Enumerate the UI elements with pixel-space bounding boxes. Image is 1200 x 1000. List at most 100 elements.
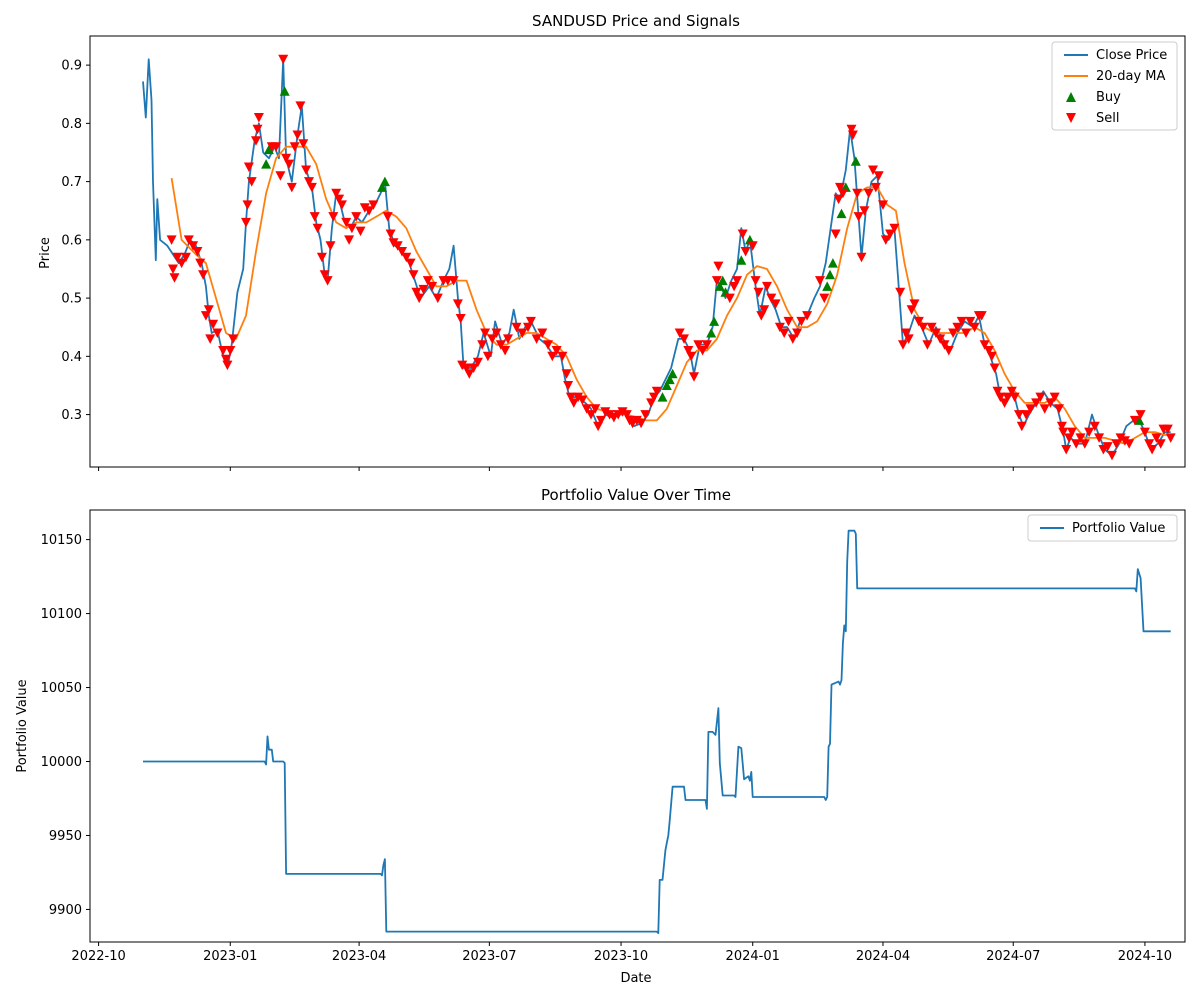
sell-signal-marker [1135,410,1146,420]
sell-signal-marker [711,276,722,286]
sell-signal-marker [1111,439,1122,449]
sell-signal-marker [586,410,596,420]
sell-signal-marker [600,407,611,417]
y-tick-label: 0.9 [61,59,82,74]
sell-signal-marker [243,162,254,172]
sell-signal-marker [1039,404,1050,414]
legend-ma-label: 20-day MA [1096,69,1165,84]
sell-signal-marker [495,340,506,350]
sell-signal-marker [674,328,685,338]
sell-signal-marker [1084,427,1095,438]
sell-signal-marker [750,276,761,286]
buy-signal-marker [717,275,728,286]
sell-signal-marker [537,328,548,338]
buy-signal-marker [714,281,725,291]
sell-signal-marker [359,203,370,213]
sell-signal-marker [176,258,187,269]
sell-signal-marker [766,293,777,304]
sell-signal-marker [870,182,881,193]
sell-signal-marker [322,276,333,286]
sell-signal-marker [477,340,488,350]
sell-signal-marker [631,415,642,426]
x-tick-label: 2023-04 [332,949,386,964]
sell-signal-marker [918,322,929,333]
sell-signal-marker [464,369,475,379]
sell-signal-marker [747,241,758,251]
x-tick-label: 2024-04 [856,949,910,964]
sell-signal-marker [341,217,352,228]
sell-signal-marker [422,276,433,286]
sell-signal-marker [796,316,807,327]
sell-signal-marker [1021,410,1032,420]
sell-signal-marker [547,351,558,362]
y-tick-label: 0.5 [61,292,82,307]
sell-signal-marker [292,130,303,140]
sell-signal-marker [898,340,908,350]
portfolio-legend-frame [1027,514,1178,542]
buy-signal-marker [709,316,720,326]
sell-signal-marker [979,340,990,350]
sell-signal-marker [568,398,579,408]
sell-signal-marker [225,346,236,356]
sell-signal-marker [577,395,588,405]
date-x-axis-label: Date [620,971,651,986]
portfolio-chart-marks [143,529,1171,934]
sell-signal-marker [408,270,419,280]
sell-signal-marker [909,299,920,309]
sell-signal-marker [1058,427,1069,438]
sell-signal-marker [895,287,906,298]
sell-signal-marker [304,177,314,187]
sell-signal-marker [732,276,742,286]
sell-signal-marker [334,194,345,205]
20-day-ma-line [170,145,1171,445]
sell-signal-marker [457,360,468,371]
sell-signal-marker [351,212,362,222]
x-tick-label: 2024-10 [1118,949,1172,964]
sell-signal-marker [1014,410,1024,420]
sell-signal-marker [275,171,286,181]
buy-signal-marker [664,374,675,385]
sell-signal-marker [1094,433,1105,443]
sell-signal-marker [1061,445,1072,455]
sell-signal-marker [364,206,375,216]
buy-signal-marker [279,86,290,96]
sell-signal-marker [878,200,888,210]
legend-sell-label: Sell [1096,111,1119,126]
sell-signal-marker [253,113,264,123]
sell-signal-marker [242,200,253,210]
sell-signal-marker [922,340,933,350]
legend-close-price-label: Close Price [1096,48,1167,63]
x-tick-label: 2024-01 [726,949,780,964]
price-chart-axes: 0.3 0.4 0.5 0.6 0.7 0.8 0.9 [61,35,1186,471]
sell-signal-marker [873,171,884,181]
sell-signal-marker [1071,439,1082,449]
sell-signal-marker [355,226,366,237]
sell-signal-marker [1006,386,1017,397]
sell-signal-marker [198,270,209,280]
sell-signal-marker [312,223,323,234]
sell-signal-marker [414,293,425,304]
sell-signal-marker [432,293,443,304]
x-tick-label: 2023-07 [462,949,516,964]
sell-signal-marker [774,322,785,333]
sell-signal-marker [697,346,708,356]
x-tick-label: 2022-10 [71,949,125,964]
sell-signal-marker [969,322,980,333]
buy-signal-marker [377,182,387,192]
sell-signal-marker [737,229,748,239]
sell-signal-marker [166,235,177,245]
sell-signal-marker [1102,442,1113,452]
sell-signal-marker [1079,439,1090,449]
sell-signal-marker [837,188,848,199]
sell-signal-marker [252,124,263,135]
sell-signal-marker [852,188,863,199]
sell-signal-marker [246,177,257,187]
sell-signal-marker [319,270,330,280]
y-tick-label: 0.8 [61,117,82,132]
sell-signal-marker [859,206,870,216]
legend-buy-label: Buy [1096,90,1121,105]
sell-markers [166,54,1176,461]
sell-signal-marker [1056,421,1067,432]
sell-signal-marker [563,381,574,391]
